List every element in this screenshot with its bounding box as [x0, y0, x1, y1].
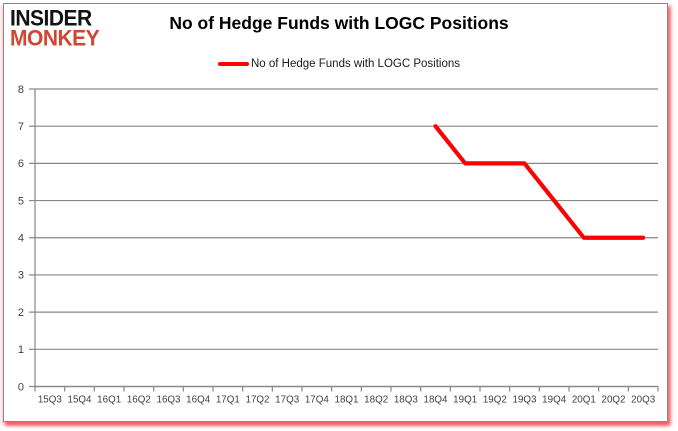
insider-monkey-logo: INSIDER MONKEY — [10, 6, 100, 51]
logo-line-monkey: MONKEY — [10, 25, 100, 51]
legend-line-swatch — [217, 61, 249, 67]
legend-label: No of Hedge Funds with LOGC Positions — [250, 58, 461, 70]
legend: No of Hedge Funds with LOGC Positions — [0, 58, 678, 70]
chart-title: No of Hedge Funds with LOGC Positions — [169, 13, 509, 33]
logo-line-insider: INSIDER — [10, 6, 92, 31]
